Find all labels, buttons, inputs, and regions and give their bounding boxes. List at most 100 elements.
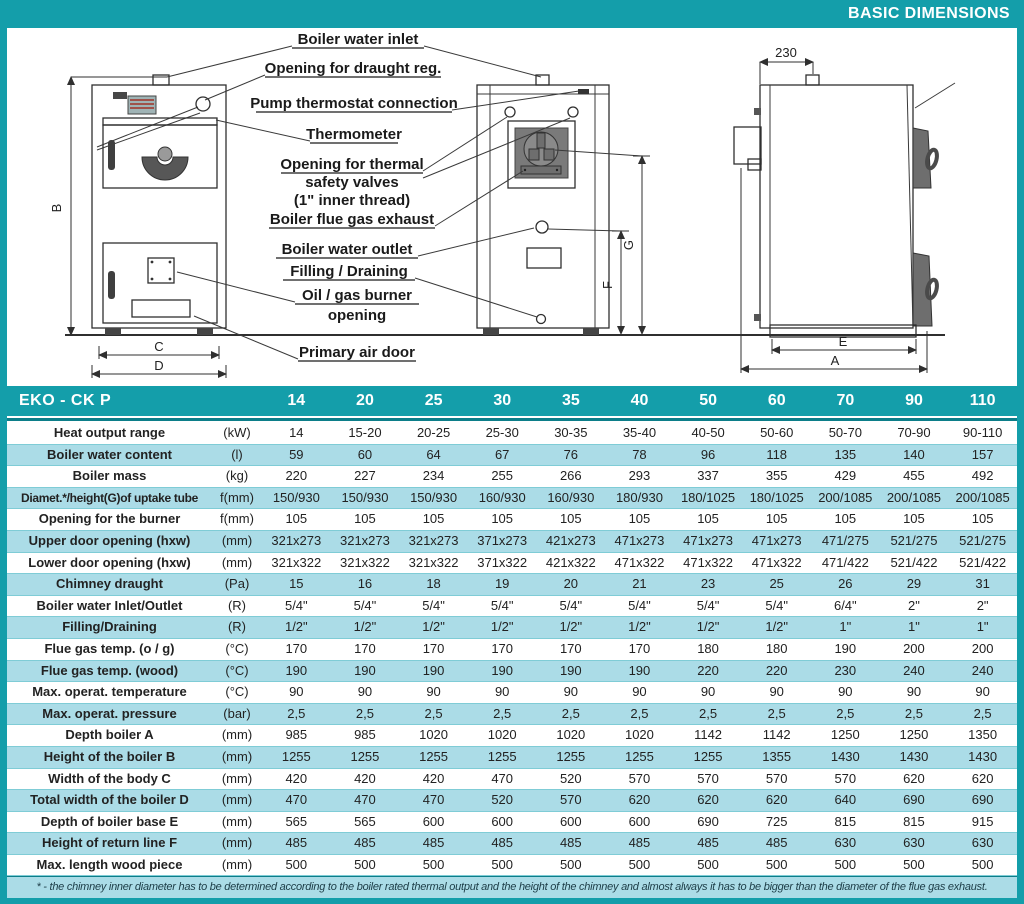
cell-value: 1142	[673, 724, 743, 747]
cell-value: 1430	[879, 746, 949, 769]
row-unit: (°C)	[212, 638, 262, 661]
cell-value: 1020	[605, 724, 674, 747]
cell-value: 1255	[536, 746, 606, 769]
cell-value: 180	[673, 638, 743, 661]
table-row: Depth of boiler base E (mm) 565 565 600 600 60…	[7, 811, 1017, 834]
cell-value: 485	[605, 832, 674, 855]
callout-filling-draining: Filling / Draining	[290, 263, 408, 280]
leader-line	[414, 277, 538, 318]
table-row: Lower door opening (hxw) (mm) 321x322 321x3…	[7, 552, 1017, 575]
cell-value: 500	[330, 854, 400, 877]
table-row: Max. operat. pressure (bar) 2,5 2,5 2,5 2,5 2,…	[7, 703, 1017, 726]
model-column-header: 50	[699, 392, 718, 409]
table-row: Width of the body C (mm) 420 420 420 470 520 57…	[7, 768, 1017, 791]
cell-value: 2"	[879, 595, 949, 618]
table-row: Height of the boiler B (mm) 1255 1255 1255 12…	[7, 746, 1017, 769]
lower-door-handle	[108, 271, 115, 299]
footnote: * - the chimney inner diameter has to be…	[7, 876, 1017, 899]
cell-value: 240	[879, 660, 949, 683]
row-label: Depth of boiler base E	[7, 811, 212, 834]
cell-value: 220	[673, 660, 743, 683]
water-outlet-port	[535, 220, 549, 234]
cell-value: 520	[536, 768, 606, 791]
cell-value: 160/930	[467, 487, 537, 510]
cell-value: 2,5	[948, 703, 1017, 726]
primary-air-door	[131, 299, 191, 318]
cell-value: 170	[399, 638, 468, 661]
cell-value: 227	[330, 465, 400, 488]
table-row: Max. operat. temperature (°C) 90 90 90 90 90 90…	[7, 681, 1017, 704]
cell-value: 500	[467, 854, 537, 877]
cell-value: 90	[673, 681, 743, 704]
cell-value: 420	[330, 768, 400, 791]
thermal-valve-port	[567, 106, 579, 118]
burner-opening-plate	[147, 257, 175, 284]
cell-value: 105	[742, 508, 811, 531]
side-port	[754, 108, 761, 115]
table-row: Chimney draught (Pa) 15 16 18 19 20 21 23 25 26 29 3…	[7, 573, 1017, 596]
model-column-header: 35	[561, 392, 580, 409]
cell-value: 915	[948, 811, 1017, 834]
cell-value: 485	[262, 832, 331, 855]
spec-table-body: Heat output range (kW) 14 15-20 20-25 25-30 30…	[7, 423, 1017, 877]
upper-door-handle	[108, 140, 115, 170]
cell-value: 470	[330, 789, 400, 812]
dim-D: D	[91, 358, 227, 378]
table-row: Flue gas temp. (o / g) (°C) 170 170 170 170 17…	[7, 638, 1017, 661]
callout-water-outlet: Boiler water outlet	[282, 241, 413, 258]
cell-value: 420	[399, 768, 468, 791]
cell-value: 190	[262, 660, 331, 683]
cell-value: 321x273	[330, 530, 400, 553]
cell-value: 105	[536, 508, 606, 531]
spec-table-header-row: EKO - CK P 14 20 25 30 35 40 50 60 70 90 110	[7, 386, 1017, 416]
row-unit: (mm)	[212, 832, 262, 855]
cell-value: 220	[742, 660, 811, 683]
svg-text:D: D	[154, 358, 163, 373]
cell-value: 500	[399, 854, 468, 877]
cell-value: 190	[605, 660, 674, 683]
cell-value: 76	[536, 444, 606, 467]
cell-value: 15	[262, 573, 331, 596]
table-row: Height of return line F (mm) 485 485 485 485 4…	[7, 832, 1017, 855]
cell-value: 70-90	[879, 423, 949, 445]
cell-value: 150/930	[399, 487, 468, 510]
cell-value: 500	[879, 854, 949, 877]
callout-pump-thermostat: Pump thermostat connection	[250, 95, 458, 112]
cell-value: 5/4"	[673, 595, 743, 618]
callout-draught-reg: Opening for draught reg.	[265, 60, 442, 77]
cell-value: 90	[811, 681, 880, 704]
row-unit: (mm)	[212, 552, 262, 575]
page-banner: BASIC DIMENSIONS	[0, 0, 1024, 28]
cell-value: 570	[742, 768, 811, 791]
cell-value: 240	[948, 660, 1017, 683]
row-unit: (°C)	[212, 660, 262, 683]
cell-value: 471/275	[811, 530, 880, 553]
cell-value: 64	[399, 444, 468, 467]
cell-value: 170	[605, 638, 674, 661]
cell-value: 2,5	[811, 703, 880, 726]
cell-value: 455	[879, 465, 949, 488]
cell-value: 1255	[605, 746, 674, 769]
cell-value: 200/1085	[879, 487, 949, 510]
cell-value: 1430	[811, 746, 880, 769]
cell-value: 2"	[948, 595, 1017, 618]
upper-door	[102, 124, 218, 189]
cell-value: 471x273	[742, 530, 811, 553]
cell-value: 1255	[330, 746, 400, 769]
cell-value: 2,5	[879, 703, 949, 726]
cell-value: 2,5	[330, 703, 400, 726]
cell-value: 90	[330, 681, 400, 704]
cell-value: 50-60	[742, 423, 811, 445]
cell-value: 5/4"	[330, 595, 400, 618]
table-row: Total width of the boiler D (mm) 470 470 470…	[7, 789, 1017, 812]
cell-value: 690	[879, 789, 949, 812]
cell-value: 690	[673, 811, 743, 834]
row-unit: (kg)	[212, 465, 262, 488]
svg-text:B: B	[49, 204, 64, 213]
header-separator	[7, 421, 1017, 423]
cell-value: 170	[536, 638, 606, 661]
model-column-header: 25	[424, 392, 443, 409]
leader-line	[423, 45, 542, 78]
cell-value: 266	[536, 465, 606, 488]
dim-A: A	[740, 168, 928, 373]
